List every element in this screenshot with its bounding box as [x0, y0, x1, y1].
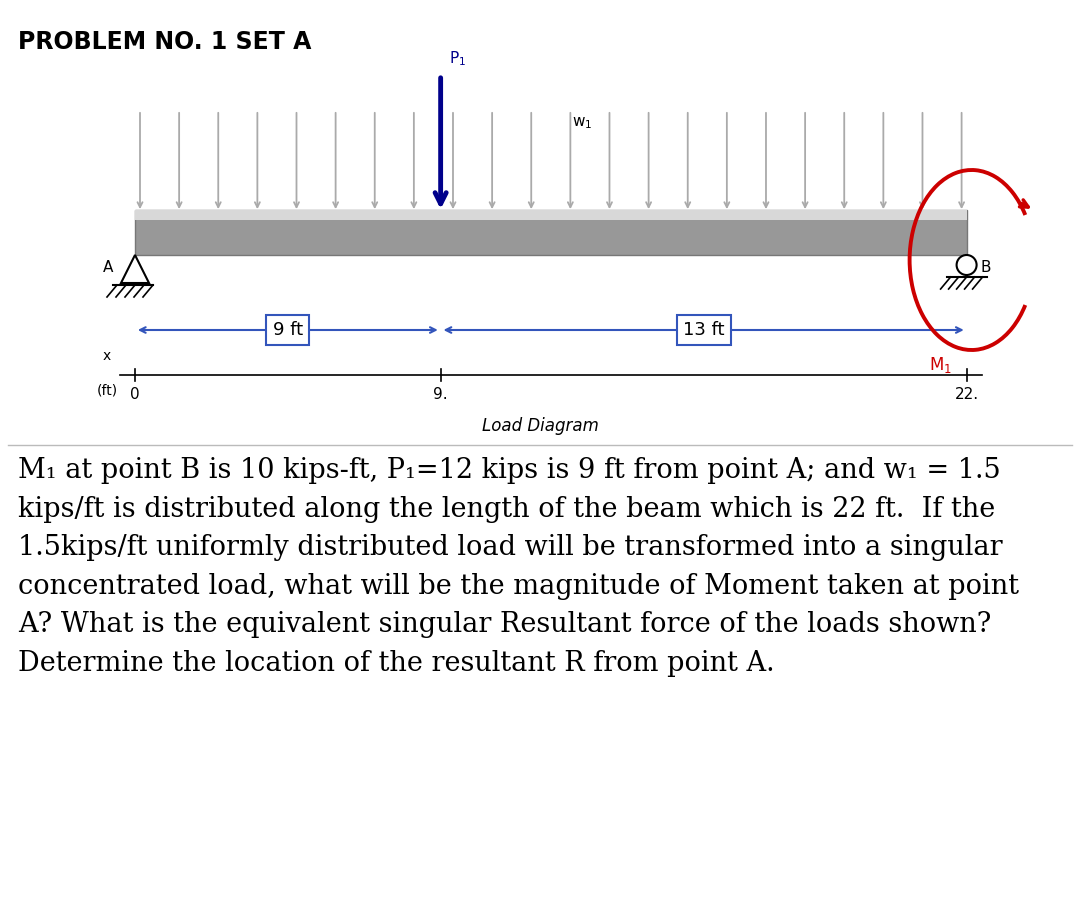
Text: P$_1$: P$_1$: [448, 49, 465, 68]
Text: M$_1$: M$_1$: [929, 355, 951, 375]
Text: (ft): (ft): [96, 383, 118, 397]
Circle shape: [957, 255, 976, 275]
Text: Load Diagram: Load Diagram: [482, 417, 598, 435]
Text: 13 ft: 13 ft: [683, 321, 725, 339]
Text: 9.: 9.: [433, 387, 448, 402]
Polygon shape: [121, 255, 149, 283]
Text: 0: 0: [131, 387, 139, 402]
Text: 9 ft: 9 ft: [273, 321, 302, 339]
Text: B: B: [981, 260, 991, 275]
Bar: [135, 210, 967, 220]
Text: M₁ at point B is 10 kips-ft, P₁=12 kips is 9 ft from point A; and w₁ = 1.5
kips/: M₁ at point B is 10 kips-ft, P₁=12 kips …: [18, 457, 1020, 676]
Text: A: A: [103, 260, 113, 275]
Text: PROBLEM NO. 1 SET A: PROBLEM NO. 1 SET A: [18, 30, 311, 54]
Text: w$_1$: w$_1$: [572, 115, 593, 130]
Text: x: x: [103, 349, 111, 363]
Text: 22.: 22.: [955, 387, 978, 402]
Bar: [135, 210, 967, 255]
